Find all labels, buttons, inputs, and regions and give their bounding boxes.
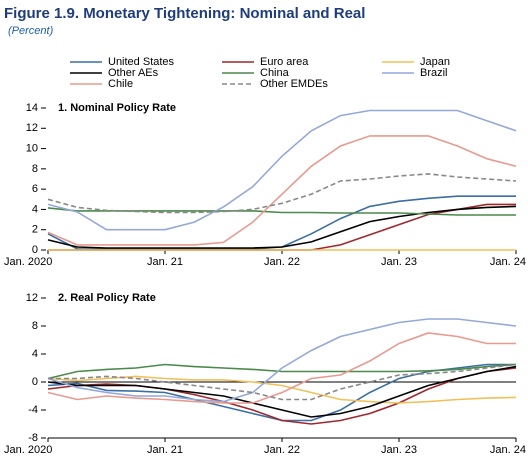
y-tick-label: 12 [26,292,38,304]
x-tick-label: Jan. 21 [147,444,183,456]
series-line [48,363,517,401]
x-tick-label: Jan. 21 [147,256,183,268]
series-line [47,375,517,404]
y-tick-label: 12 [26,122,38,134]
y-tick-label: 8 [32,320,38,332]
y-tick-label: -4 [28,404,38,416]
panel-title: 1. Nominal Policy Rate [58,102,176,114]
x-tick-label: Jan. 2020 [4,444,52,456]
x-tick-label: Jan. 22 [264,256,300,268]
figure-subtitle: (Percent) [8,25,54,37]
legend-label: Euro area [260,56,309,68]
legend-label: United States [108,56,175,68]
x-tick-label: Jan. 22 [264,444,300,456]
x-tick-label: Jan. 24 [490,444,526,456]
series-line [47,195,516,250]
y-tick-label: -8 [28,432,38,444]
legend-label: Brazil [420,67,448,79]
legend-label: Japan [420,56,450,68]
x-tick-label: Jan. 23 [381,444,417,456]
y-tick-label: 2 [32,224,38,236]
y-tick-label: 4 [32,203,38,215]
series-line [47,318,517,403]
x-tick-label: Jan. 23 [381,256,417,268]
y-tick-label: 10 [26,142,38,154]
x-tick-label: Jan. 2020 [4,256,52,268]
legend-label: China [260,67,290,79]
y-tick-label: 14 [26,102,38,114]
panel-title: 2. Real Policy Rate [58,292,156,304]
series-line [47,109,517,231]
y-tick-label: 0 [32,244,38,256]
y-tick-label: 4 [32,348,38,360]
series-line [47,363,517,380]
series-line [47,367,517,425]
series-line [47,135,517,246]
legend-label: Other EMDEs [260,78,328,90]
series-line [47,205,517,249]
figure-title: Figure 1.9. Monetary Tightening: Nominal… [4,5,365,22]
legend-label: Chile [108,78,133,90]
series-line [47,365,517,418]
series-line [47,173,517,214]
series-line [47,207,516,216]
x-tick-label: Jan. 24 [490,256,526,268]
series-line [47,332,516,404]
y-tick-label: 0 [32,376,38,388]
y-tick-label: 8 [32,163,38,175]
legend-label: Other AEs [108,67,159,79]
y-tick-label: 6 [32,183,38,195]
